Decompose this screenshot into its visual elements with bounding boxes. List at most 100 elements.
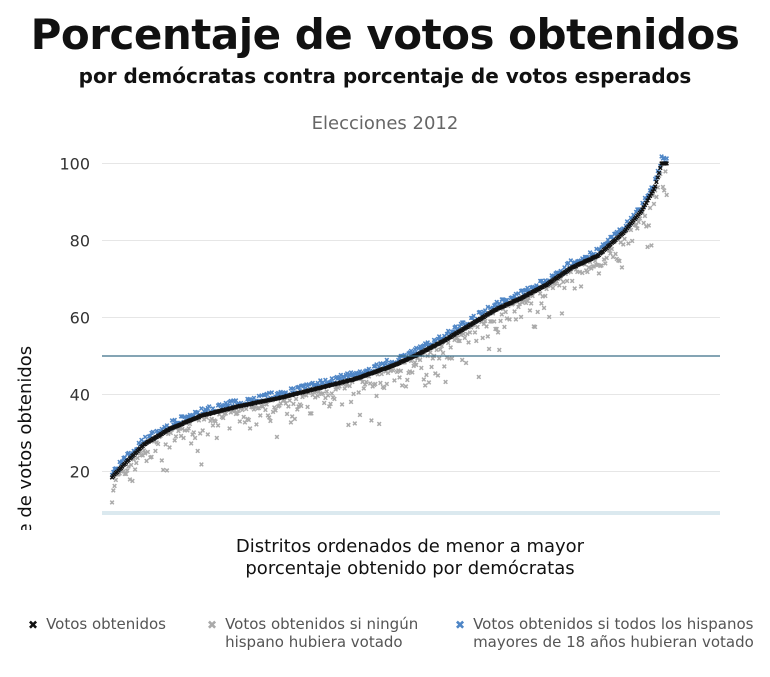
- blue-point: ✖: [445, 328, 451, 336]
- black-point: ✖: [454, 329, 460, 337]
- black-point: ✖: [587, 256, 593, 264]
- y-tick-labels: 20 40 60 80 100: [59, 155, 90, 482]
- blue-point: ✖: [606, 240, 612, 248]
- black-point: ✖: [142, 440, 148, 448]
- black-point: ✖: [417, 350, 423, 358]
- gray-point: ✖: [394, 369, 400, 377]
- gray-point: ✖: [288, 419, 294, 427]
- black-point: ✖: [250, 400, 256, 408]
- black-point: ✖: [415, 351, 421, 359]
- black-point: ✖: [650, 188, 656, 196]
- black-point: ✖: [274, 395, 280, 403]
- black-point: ✖: [582, 258, 588, 266]
- black-point: ✖: [343, 378, 349, 386]
- blue-point: ✖: [539, 278, 545, 286]
- black-point: ✖: [466, 322, 472, 330]
- black-point: ✖: [445, 335, 451, 343]
- gray-point: ✖: [190, 431, 196, 439]
- blue-point: ✖: [663, 159, 669, 167]
- gray-point: ✖: [499, 311, 505, 319]
- black-point: ✖: [436, 340, 442, 348]
- black-point: ✖: [581, 259, 587, 267]
- gray-point: ✖: [232, 407, 238, 415]
- black-point: ✖: [397, 359, 403, 367]
- blue-point: ✖: [188, 412, 194, 420]
- black-point: ✖: [339, 379, 345, 387]
- blue-point: ✖: [343, 372, 349, 380]
- legend-label-actual: Votos obtenidos: [46, 615, 166, 633]
- blue-point: ✖: [150, 429, 156, 437]
- gray-point: ✖: [476, 374, 482, 382]
- black-point: ✖: [140, 442, 146, 450]
- gray-point: ✖: [624, 226, 630, 234]
- gray-point: ✖: [526, 295, 532, 303]
- black-point: ✖: [477, 316, 483, 324]
- blue-point: ✖: [513, 290, 519, 298]
- gray-point: ✖: [645, 243, 651, 251]
- black-point: ✖: [547, 279, 553, 287]
- black-point: ✖: [486, 310, 492, 318]
- gray-point: ✖: [570, 264, 576, 272]
- blue-point: ✖: [392, 359, 398, 367]
- legend-item-no-hispanic[interactable]: ✖ Votos obtenidos si ningún hispano hubi…: [207, 615, 418, 651]
- black-point: ✖: [498, 304, 504, 312]
- black-point: ✖: [187, 417, 193, 425]
- gray-point: ✖: [448, 344, 454, 352]
- blue-point: ✖: [159, 425, 165, 433]
- black-point: ✖: [652, 183, 658, 191]
- gray-point: ✖: [277, 402, 283, 410]
- blue-point: ✖: [329, 375, 335, 383]
- black-point: ✖: [227, 405, 233, 413]
- black-point: ✖: [539, 284, 545, 292]
- gray-point: ✖: [297, 401, 303, 409]
- gray-point: ✖: [248, 404, 254, 412]
- blue-point: ✖: [408, 347, 414, 355]
- black-point: ✖: [588, 255, 594, 263]
- black-point: ✖: [365, 371, 371, 379]
- gray-point: ✖: [498, 317, 504, 325]
- black-point: ✖: [190, 416, 196, 424]
- legend-label-all-hispanic-l2: mayores de 18 años hubieran votado: [473, 633, 754, 651]
- black-point: ✖: [298, 389, 304, 397]
- blue-point: ✖: [207, 408, 213, 416]
- gray-point: ✖: [622, 235, 628, 243]
- black-point: ✖: [371, 369, 377, 377]
- gray-point: ✖: [188, 440, 194, 448]
- black-point: ✖: [541, 283, 547, 291]
- black-point: ✖: [360, 373, 366, 381]
- blue-point: ✖: [247, 396, 253, 404]
- gray-point: ✖: [403, 383, 409, 391]
- blue-point: ✖: [527, 288, 533, 296]
- black-point: ✖: [646, 195, 652, 203]
- blue-point: ✖: [210, 405, 216, 413]
- black-point: ✖: [503, 302, 509, 310]
- gray-point: ✖: [418, 365, 424, 373]
- black-point: ✖: [632, 215, 638, 223]
- gray-point: ✖: [122, 471, 128, 479]
- black-point: ✖: [389, 363, 395, 371]
- black-point: ✖: [277, 395, 283, 403]
- blue-point: ✖: [115, 467, 121, 475]
- blue-point: ✖: [429, 341, 435, 349]
- black-point: ✖: [121, 462, 127, 470]
- blue-point: ✖: [268, 394, 274, 402]
- blue-point: ✖: [252, 399, 258, 407]
- gray-point: ✖: [408, 358, 414, 366]
- blue-point: ✖: [200, 410, 206, 418]
- gray-point: ✖: [230, 407, 236, 415]
- gray-point: ✖: [389, 363, 395, 371]
- blue-point: ✖: [209, 409, 215, 417]
- gray-point: ✖: [300, 393, 306, 401]
- gray-point: ✖: [308, 410, 314, 418]
- blue-point: ✖: [282, 390, 288, 398]
- black-point: ✖: [351, 376, 357, 384]
- gray-point: ✖: [579, 269, 585, 277]
- blue-point: ✖: [214, 408, 220, 416]
- legend-item-all-hispanic[interactable]: ✖ Votos obtenidos si todos los hispanos …: [455, 615, 754, 651]
- legend-item-actual[interactable]: ✖ Votos obtenidos: [28, 615, 166, 633]
- gray-point: ✖: [259, 403, 265, 411]
- black-point: ✖: [592, 254, 598, 262]
- black-point: ✖: [247, 401, 253, 409]
- gray-point: ✖: [245, 416, 251, 424]
- gray-point: ✖: [500, 305, 506, 313]
